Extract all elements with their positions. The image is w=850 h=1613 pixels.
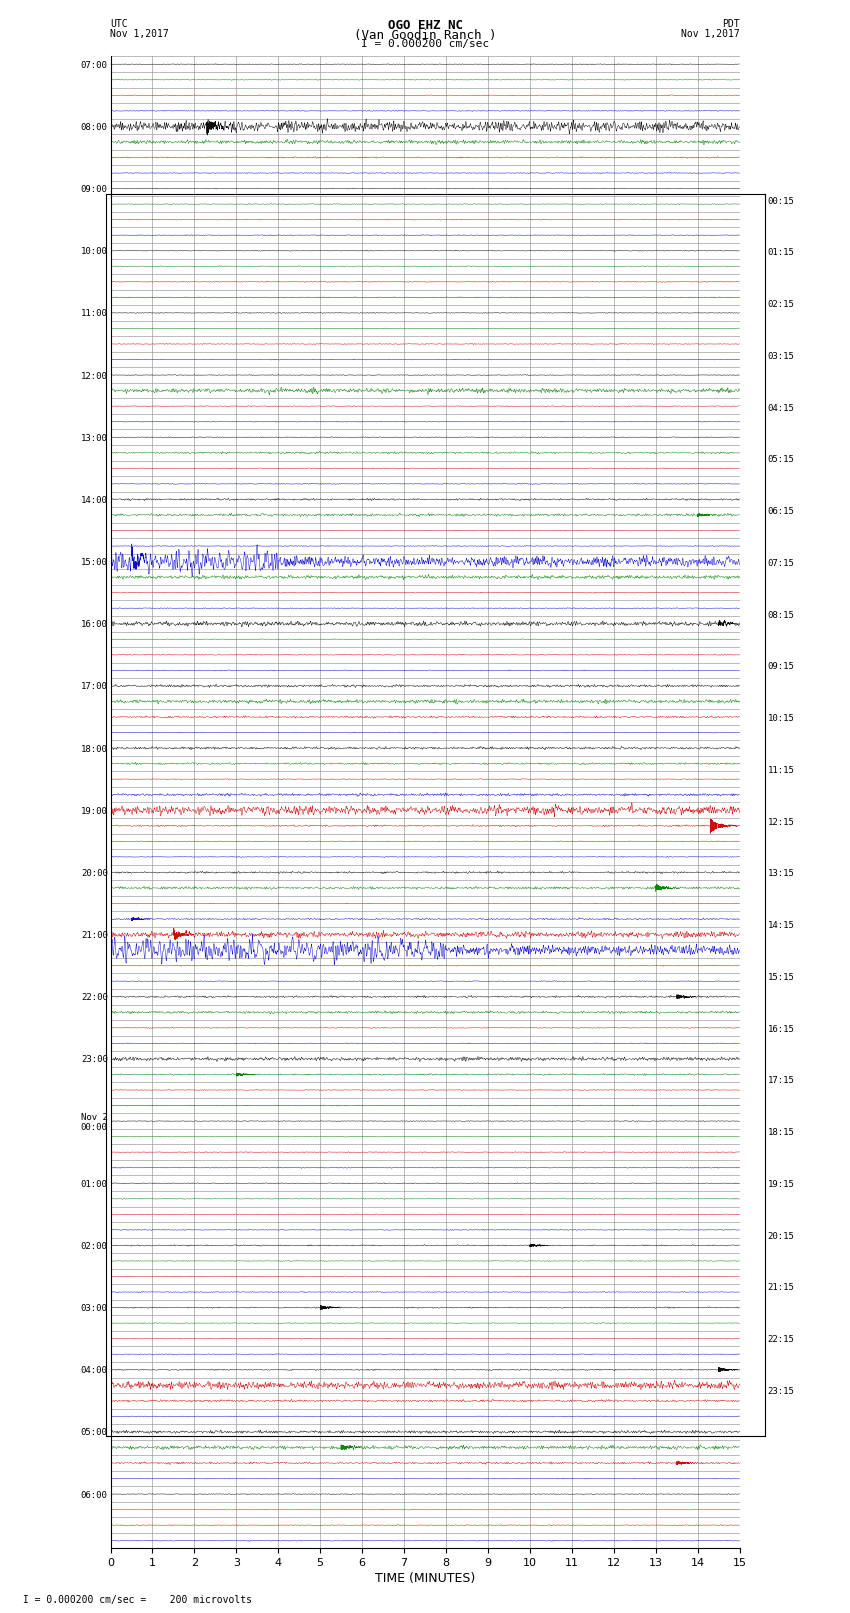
Text: I = 0.000200 cm/sec =    200 microvolts: I = 0.000200 cm/sec = 200 microvolts bbox=[17, 1595, 252, 1605]
Text: UTC: UTC bbox=[110, 19, 128, 29]
Text: PDT: PDT bbox=[722, 19, 740, 29]
Text: Nov 1,2017: Nov 1,2017 bbox=[110, 29, 169, 39]
Text: Nov 1,2017: Nov 1,2017 bbox=[681, 29, 740, 39]
Text: OGO EHZ NC: OGO EHZ NC bbox=[388, 19, 462, 32]
Text: (Van Goodin Ranch ): (Van Goodin Ranch ) bbox=[354, 29, 496, 42]
X-axis label: TIME (MINUTES): TIME (MINUTES) bbox=[386, 1573, 485, 1586]
Text: I = 0.000200 cm/sec: I = 0.000200 cm/sec bbox=[361, 39, 489, 48]
